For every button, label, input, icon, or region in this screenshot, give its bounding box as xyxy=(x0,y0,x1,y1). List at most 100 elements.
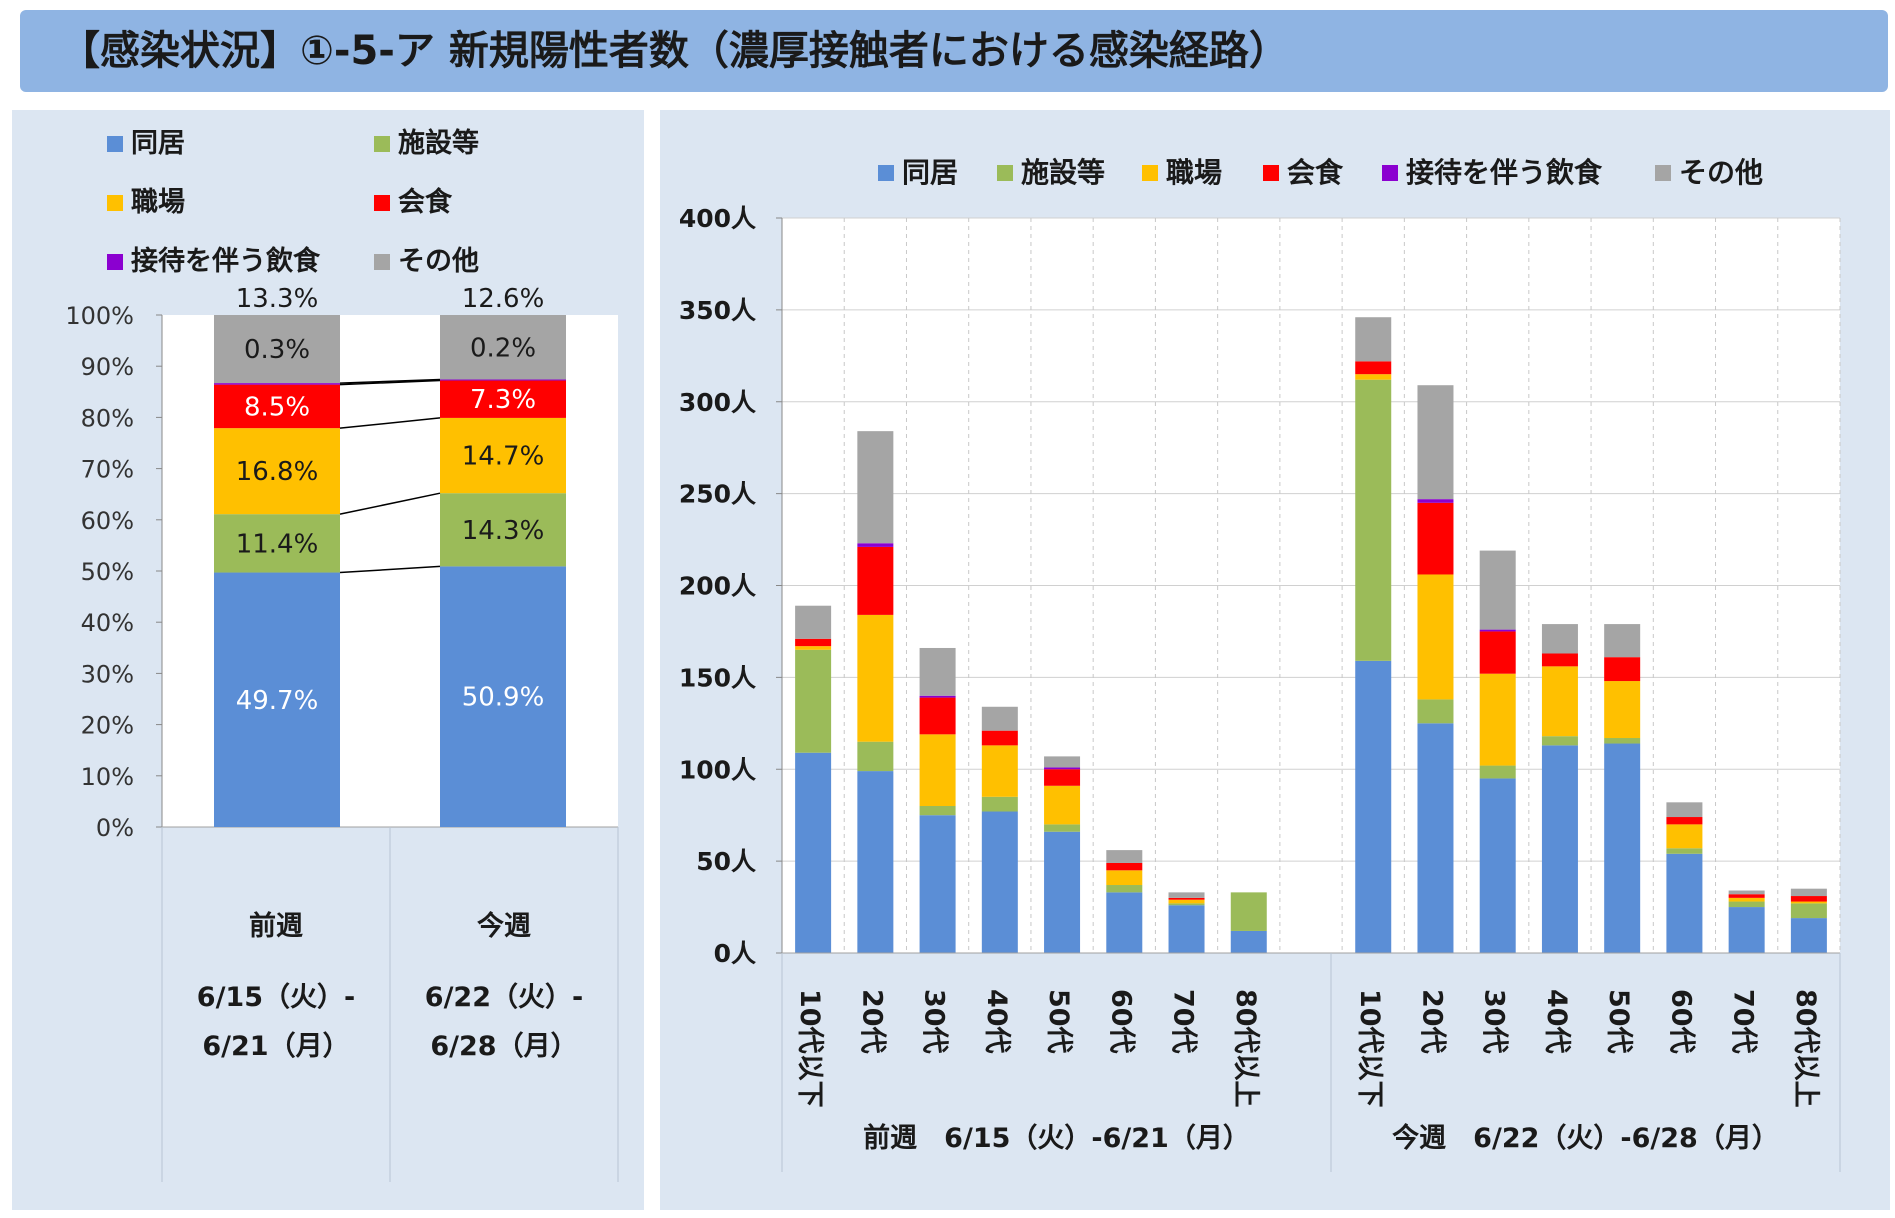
bar-segment-sonota xyxy=(1666,802,1703,818)
bar-segment-shokuba xyxy=(1666,824,1703,849)
x-tick-label: 20代 xyxy=(1416,989,1447,1054)
x-tick-label: 50代 xyxy=(1043,989,1074,1054)
bar-segment-dokyo xyxy=(1666,853,1703,953)
bar-segment-sonota xyxy=(1044,756,1081,768)
legend-label: 職場 xyxy=(131,187,185,218)
legend-swatch xyxy=(1655,165,1671,181)
y-tick-label: 300人 xyxy=(679,388,756,417)
category-date-start: 6/22（火）- xyxy=(425,982,583,1013)
stacked-bar xyxy=(1044,756,1081,953)
category-week-label: 前週 xyxy=(249,910,303,942)
series-connector-shokuba xyxy=(339,417,441,429)
x-tick-label: 30代 xyxy=(919,989,950,1054)
stacked-bar xyxy=(981,706,1018,953)
bar-segment-shokuba xyxy=(214,428,340,515)
bar-segment-dokyo xyxy=(440,566,566,827)
stacked-bar xyxy=(1790,888,1827,953)
bar-segment-shisetsu xyxy=(440,493,566,567)
bar-segment-sonota xyxy=(1106,850,1143,863)
x-tick-label: 60代 xyxy=(1665,989,1696,1054)
bar-segment-shokuba xyxy=(1106,870,1143,886)
data-label-kaishoku: 7.3% xyxy=(470,385,536,415)
legend-item-settai: 接待を伴う飲食 xyxy=(107,245,321,277)
x-tick-label: 70代 xyxy=(1168,989,1199,1054)
bar-segment-shokuba xyxy=(1168,899,1205,904)
legend-item-shisetsu: 施設等 xyxy=(997,156,1105,189)
legend-item-settai: 接待を伴う飲食 xyxy=(1382,156,1603,189)
title-bar: 【感染状況】①-5-ア 新規陽性者数（濃厚接触者における感染経路） xyxy=(20,10,1888,92)
bar-segment-sonota xyxy=(214,315,340,384)
legend-item-shokuba: 職場 xyxy=(107,187,185,218)
group-label: 前週 6/15（火）-6/21（月） xyxy=(863,1122,1250,1154)
bar-segment-dokyo xyxy=(795,752,832,953)
stacked-bar xyxy=(1417,385,1454,953)
category-date-start: 6/15（火）- xyxy=(197,982,355,1013)
bar-segment-shisetsu xyxy=(795,649,832,753)
bar-segment-sonota xyxy=(1790,888,1827,897)
right-chart-panel: 同居 施設等 職場 会食 接待を伴う飲食 その他 0人 50人 100人 150人 200人 250人… xyxy=(660,110,1890,1210)
bar-segment-sonota xyxy=(857,431,894,544)
bar-segment-sonota xyxy=(795,605,832,639)
legend-label: その他 xyxy=(398,246,479,277)
bar-segment-shokuba xyxy=(440,417,566,494)
bar-segment-kaishoku xyxy=(1666,817,1703,825)
stacked-bar xyxy=(1604,624,1641,953)
category-date-end: 6/21（月） xyxy=(202,1031,349,1062)
data-label-sonota: 12.6% xyxy=(462,284,545,314)
legend-label: 同居 xyxy=(902,156,958,189)
x-tick-label: 10代以下 xyxy=(1354,989,1385,1108)
stacked-bar xyxy=(1168,892,1205,953)
legend-label: 職場 xyxy=(1166,156,1222,189)
bar-segment-shisetsu xyxy=(981,796,1018,812)
bar-segment-shisetsu xyxy=(1230,892,1267,931)
y-tick-label: 250人 xyxy=(679,480,756,509)
bar-segment-kaishoku xyxy=(1790,896,1827,902)
bar-segment-shokuba xyxy=(1417,574,1454,700)
bar-segment-dokyo xyxy=(1106,892,1143,953)
legend-item-dokyo: 同居 xyxy=(878,156,958,189)
bar-segment-shokuba xyxy=(1604,681,1641,739)
bar-segment-shisetsu xyxy=(1106,885,1143,893)
x-tick-label: 40代 xyxy=(981,989,1012,1054)
y-tick-label: 200人 xyxy=(679,572,756,601)
bar-segment-dokyo xyxy=(1355,660,1392,953)
bar-segment-settai xyxy=(1417,499,1454,503)
stacked-bar xyxy=(1728,890,1765,953)
legend-swatch xyxy=(1263,165,1279,181)
data-label-shisetsu: 14.3% xyxy=(462,516,545,546)
y-tick-label: 40% xyxy=(81,609,134,637)
legend-swatch xyxy=(374,136,390,152)
bar-segment-shokuba xyxy=(857,614,894,742)
bar-segment-dokyo xyxy=(981,811,1018,953)
category-week-label: 今週 xyxy=(477,910,531,942)
bar-segment-shisetsu xyxy=(214,514,340,573)
stacked-bar xyxy=(1479,550,1516,953)
x-tick-label: 20代 xyxy=(856,989,887,1054)
y-tick-label: 50人 xyxy=(696,847,756,876)
bar-segment-kaishoku xyxy=(1355,361,1392,375)
stacked-bar xyxy=(795,605,832,953)
y-tick-label: 90% xyxy=(81,353,134,381)
bar-segment-shisetsu xyxy=(1790,903,1827,919)
bar-segment-kaishoku xyxy=(1541,653,1578,667)
legend-label: 接待を伴う飲食 xyxy=(1406,156,1603,189)
bar-segment-kaishoku xyxy=(1106,862,1143,871)
bar-segment-kaishoku xyxy=(440,380,566,418)
x-tick-label: 70代 xyxy=(1728,989,1759,1054)
bar-segment-settai xyxy=(919,695,956,698)
data-label-dokyo: 50.9% xyxy=(462,683,545,713)
bar-segment-kaishoku xyxy=(1604,657,1641,682)
legend-swatch xyxy=(1382,165,1398,181)
legend-label: 会食 xyxy=(398,186,453,218)
y-tick-label: 70% xyxy=(81,456,134,484)
legend-label: その他 xyxy=(1679,156,1763,189)
legend-label: 施設等 xyxy=(1021,156,1105,189)
y-tick-label: 20% xyxy=(81,712,134,740)
count-stacked-bar-chart: 同居 施設等 職場 会食 接待を伴う飲食 その他 0人 50人 100人 150人 200人 250人… xyxy=(679,156,1841,1172)
series-connector-kaishoku xyxy=(339,379,441,386)
legend-swatch xyxy=(374,254,390,270)
bar-segment-shokuba xyxy=(1479,673,1516,766)
bar-segment-kaishoku xyxy=(1168,897,1205,900)
bar-segment-sonota xyxy=(981,706,1018,731)
bar-segment-dokyo xyxy=(1604,743,1641,953)
